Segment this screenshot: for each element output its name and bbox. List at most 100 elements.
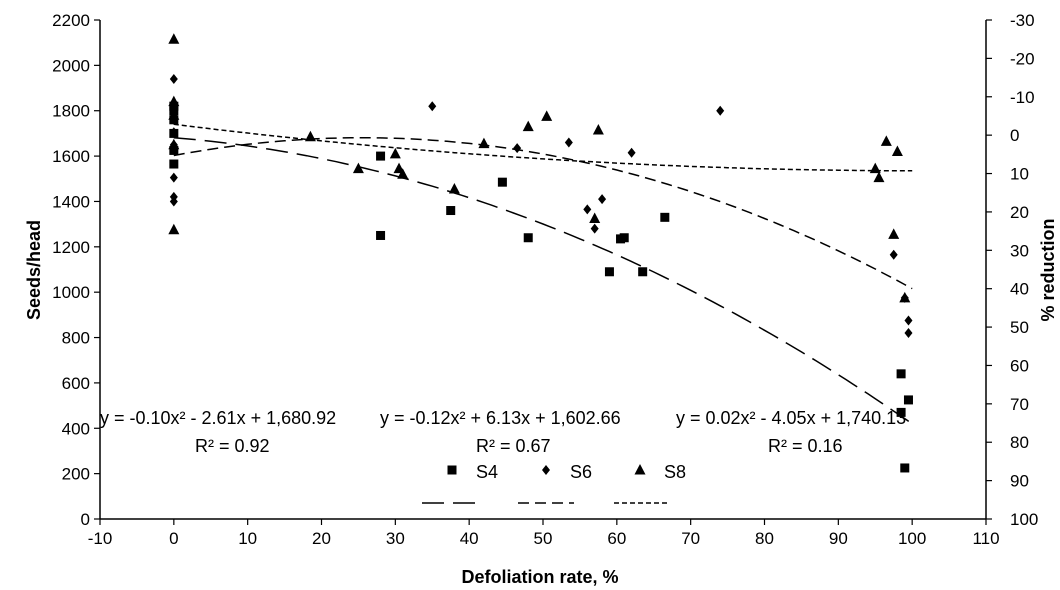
legend: S4 S6 S8 xyxy=(422,462,686,504)
y2-tick-label: 90 xyxy=(1010,472,1029,491)
x-tick-label: -10 xyxy=(88,529,113,548)
point-s6 xyxy=(590,223,599,234)
y2-tick-label: 10 xyxy=(1010,165,1029,184)
point-s4 xyxy=(896,369,906,379)
legend-label-s6: S6 xyxy=(570,462,592,482)
point-s8 xyxy=(522,120,534,132)
y2-tick-label: -30 xyxy=(1010,11,1035,30)
point-s4 xyxy=(604,267,614,277)
y-tick-label: 2000 xyxy=(52,56,90,75)
point-s4 xyxy=(376,230,386,240)
y2-tick-label: -10 xyxy=(1010,88,1035,107)
point-s6 xyxy=(889,249,898,260)
trend-line-s4 xyxy=(173,136,913,425)
trend-r2-s8: R² = 0.16 xyxy=(768,436,843,456)
point-s6 xyxy=(904,328,913,339)
point-s8 xyxy=(168,109,180,120)
point-s4 xyxy=(903,395,913,405)
y-tick-label: 0 xyxy=(81,510,90,529)
x-tick-label: 40 xyxy=(460,529,479,548)
point-s8 xyxy=(541,110,553,121)
x-tick-label: 90 xyxy=(829,529,848,548)
legend-marker-s4 xyxy=(447,465,457,475)
point-s8 xyxy=(168,33,180,44)
trend-equation-s8: y = 0.02x² - 4.05x + 1,740.13 xyxy=(676,408,906,428)
point-s4 xyxy=(523,233,533,243)
point-s4 xyxy=(497,177,507,187)
y-tick-label: 1000 xyxy=(52,283,90,302)
point-s4 xyxy=(619,233,629,243)
point-s4 xyxy=(169,145,179,155)
point-s6 xyxy=(169,127,178,138)
point-s8 xyxy=(352,162,364,174)
point-s4 xyxy=(169,159,179,169)
point-s8 xyxy=(304,130,316,142)
point-s4 xyxy=(638,267,648,277)
y-tick-label: 1400 xyxy=(52,192,90,211)
y-tick-label: 600 xyxy=(62,374,90,393)
x-axis-title: Defoliation rate, % xyxy=(461,567,618,587)
y-axis-title: Seeds/head xyxy=(24,220,44,320)
point-s4 xyxy=(446,206,456,216)
y2-axis-title: % reduction xyxy=(1038,218,1058,321)
point-s4 xyxy=(660,212,670,222)
trend-r2-s6: R² = 0.67 xyxy=(476,436,551,456)
x-tick-label: 30 xyxy=(386,529,405,548)
x-tick-label: 60 xyxy=(607,529,626,548)
point-s6 xyxy=(564,137,573,148)
y2-tick-label: 50 xyxy=(1010,318,1029,337)
trend-equation-s4: y = -0.10x² - 2.61x + 1,680.92 xyxy=(100,408,336,428)
point-s8 xyxy=(592,124,604,135)
legend-marker-s6 xyxy=(542,465,550,475)
y-tick-label: 200 xyxy=(62,465,90,484)
point-s8 xyxy=(448,182,460,194)
point-s6 xyxy=(169,172,178,183)
legend-label-s4: S4 xyxy=(476,462,498,482)
x-tick-label: 70 xyxy=(681,529,700,548)
y-tick-label: 800 xyxy=(62,329,90,348)
point-s6 xyxy=(583,204,592,215)
point-s4 xyxy=(376,151,386,161)
trend-equation-s6: y = -0.12x² + 6.13x + 1,602.66 xyxy=(380,408,621,428)
legend-label-s8: S8 xyxy=(664,462,686,482)
x-tick-label: 80 xyxy=(755,529,774,548)
trend-line-s8 xyxy=(173,123,913,172)
point-s8 xyxy=(168,95,180,107)
point-s8 xyxy=(873,171,885,183)
y-tick-label: 1800 xyxy=(52,102,90,121)
point-s8 xyxy=(899,291,911,303)
point-s4 xyxy=(896,407,906,417)
axes-layer: -10 0 10 20 30 40 50 60 70 80 90 100 110020040060080… xyxy=(52,11,1038,548)
point-s8 xyxy=(888,228,900,239)
point-s8 xyxy=(397,168,409,179)
y2-tick-label: 30 xyxy=(1010,241,1029,260)
point-s6 xyxy=(513,143,522,154)
point-s8 xyxy=(478,137,490,149)
y2-tick-label: 70 xyxy=(1010,395,1029,414)
data-points xyxy=(168,33,913,473)
point-s8 xyxy=(891,145,903,157)
point-s6 xyxy=(716,105,725,116)
point-s6 xyxy=(169,196,178,207)
point-s6 xyxy=(598,194,607,205)
point-s6 xyxy=(904,315,913,326)
point-s4 xyxy=(900,463,910,473)
y-tick-label: 2200 xyxy=(52,11,90,30)
legend-marker-s8 xyxy=(634,464,646,475)
y2-tick-label: -20 xyxy=(1010,49,1035,68)
y-tick-label: 1200 xyxy=(52,238,90,257)
x-tick-label: 20 xyxy=(312,529,331,548)
trend-line-s6 xyxy=(173,136,913,290)
point-s8 xyxy=(589,212,601,223)
trend-lines xyxy=(173,123,913,425)
point-s6 xyxy=(169,73,178,84)
y-tick-label: 1600 xyxy=(52,147,90,166)
trend-labels: y = -0.10x² - 2.61x + 1,680.92 R² = 0.92… xyxy=(100,408,906,456)
y2-tick-label: 80 xyxy=(1010,433,1029,452)
x-tick-label: 50 xyxy=(534,529,553,548)
trend-r2-s4: R² = 0.92 xyxy=(195,436,270,456)
point-s6 xyxy=(627,147,636,158)
y2-tick-label: 20 xyxy=(1010,203,1029,222)
point-s8 xyxy=(389,147,401,159)
